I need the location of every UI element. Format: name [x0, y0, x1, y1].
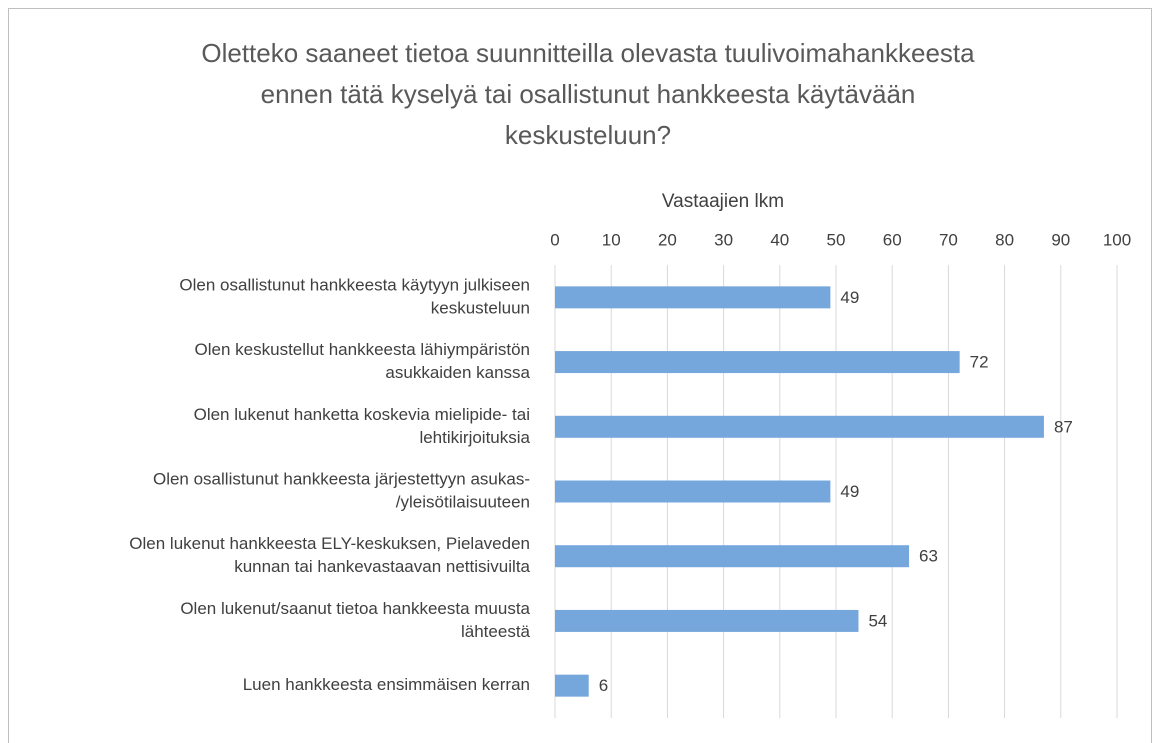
- axis-title: Vastaajien lkm: [662, 191, 784, 212]
- data-label: 49: [840, 482, 859, 501]
- y-tick-label: Olen osallistunut hankkeesta järjestetty…: [153, 469, 530, 488]
- y-tick-label: Luen hankkeesta ensimmäisen kerran: [243, 675, 530, 694]
- x-tick-label: 40: [770, 230, 789, 249]
- data-label: 63: [919, 547, 938, 566]
- bar: [555, 286, 831, 309]
- y-tick-label: /yleisötilaisuuteen: [396, 492, 530, 511]
- x-tick-label: 70: [939, 230, 958, 249]
- bar: [555, 545, 910, 568]
- y-tick-label: Olen lukenut hankkeesta ELY-keskuksen, P…: [129, 534, 530, 553]
- chart-title: keskusteluun?: [505, 120, 671, 150]
- bar: [555, 480, 831, 503]
- x-tick-label: 0: [550, 230, 559, 249]
- x-tick-label: 10: [602, 230, 621, 249]
- data-label: 49: [840, 288, 859, 307]
- bar: [555, 351, 960, 374]
- x-tick-label: 80: [995, 230, 1014, 249]
- y-tick-label: Olen lukenut/saanut tietoa hankkeesta mu…: [180, 599, 530, 618]
- x-tick-label: 30: [714, 230, 733, 249]
- chart-border: [8, 8, 1152, 743]
- x-tick-label: 100: [1103, 230, 1131, 249]
- data-label: 54: [868, 611, 887, 630]
- data-label: 72: [970, 353, 989, 372]
- chart-title: Oletteko saaneet tietoa suunnitteilla ol…: [201, 38, 975, 68]
- y-tick-label: lehtikirjoituksia: [419, 428, 530, 447]
- y-tick-label: keskusteluun: [431, 298, 530, 317]
- x-tick-label: 60: [883, 230, 902, 249]
- x-tick-label: 20: [658, 230, 677, 249]
- y-tick-label: Olen osallistunut hankkeesta käytyyn jul…: [179, 275, 530, 294]
- y-tick-label: Olen lukenut hanketta koskevia mielipide…: [194, 405, 530, 424]
- bar: [555, 415, 1044, 438]
- x-tick-label: 50: [827, 230, 846, 249]
- bar: [555, 609, 859, 632]
- x-tick-label: 90: [1051, 230, 1070, 249]
- y-tick-label: lähteestä: [461, 622, 531, 641]
- chart-title: ennen tätä kyselyä tai osallistunut hank…: [261, 79, 916, 109]
- data-label: 87: [1054, 417, 1073, 436]
- y-tick-label: asukkaiden kanssa: [385, 363, 530, 382]
- y-tick-label: kunnan tai hankevastaavan nettisivuilta: [234, 557, 530, 576]
- bar: [555, 674, 589, 697]
- y-tick-label: Olen keskustellut hankkeesta lähiympäris…: [195, 340, 530, 359]
- data-label: 6: [599, 676, 608, 695]
